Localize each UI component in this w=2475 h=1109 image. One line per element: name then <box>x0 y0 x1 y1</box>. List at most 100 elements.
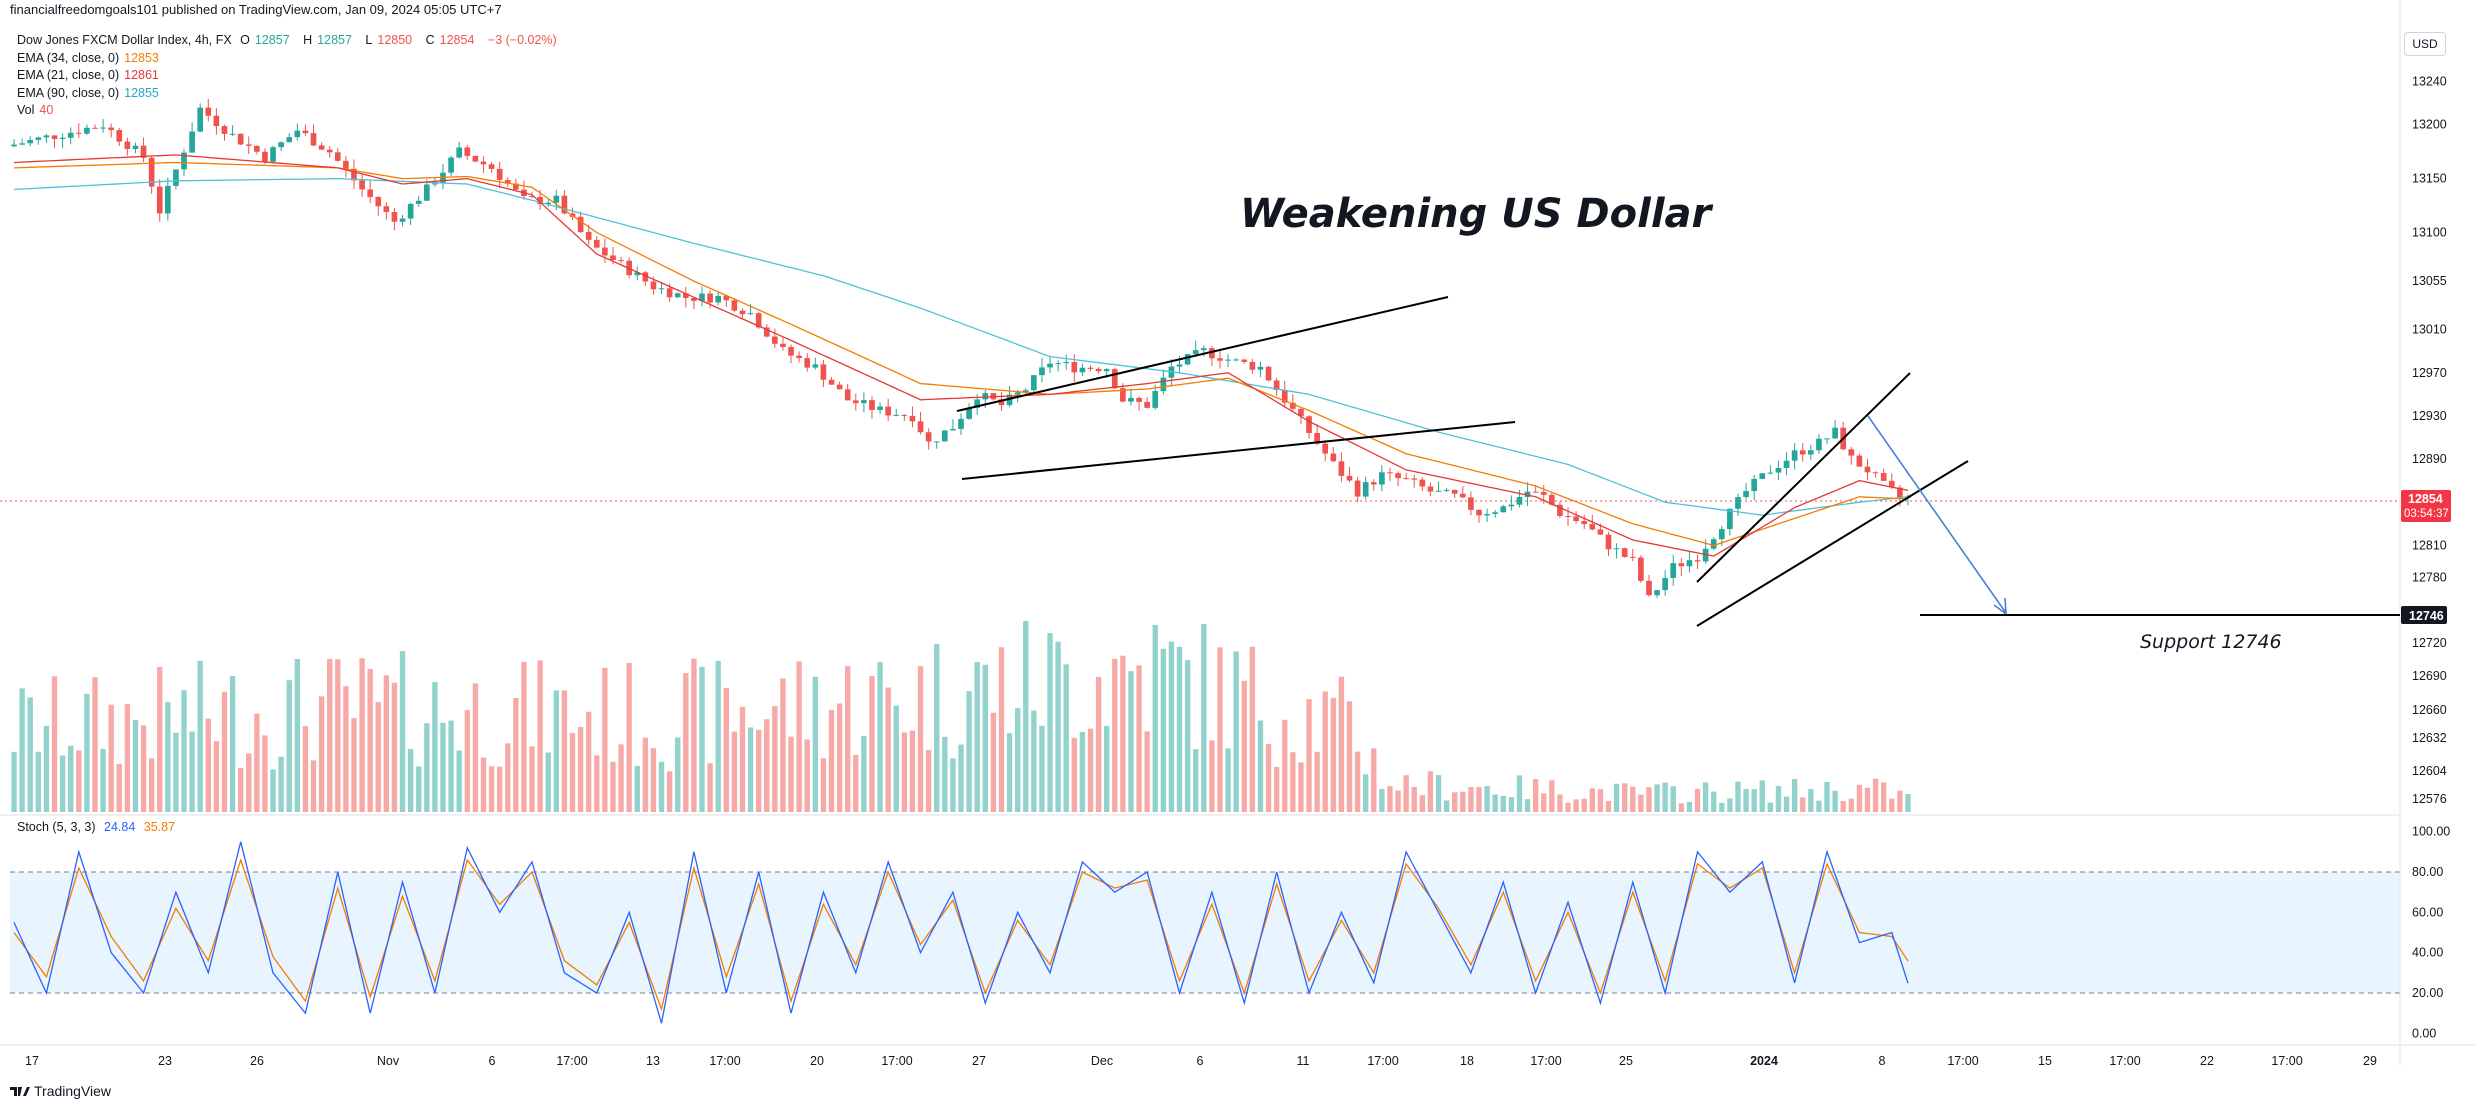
ema21-row[interactable]: EMA (21, close, 0) 12861 <box>17 68 159 82</box>
volume-bar <box>1484 786 1490 812</box>
ohlc-row: Dow Jones FXCM Dollar Index, 4h, FX O 128… <box>17 32 562 50</box>
volume-bar <box>472 683 479 812</box>
candle <box>189 131 195 153</box>
candle <box>593 239 600 248</box>
volume-bar <box>286 680 292 812</box>
volume-bar <box>221 691 228 812</box>
volume-bar <box>76 750 82 812</box>
volume-bar <box>205 718 211 812</box>
time-label: Dec <box>1091 1054 1113 1068</box>
volume-bar <box>1824 781 1830 812</box>
volume-bar <box>1055 641 1061 812</box>
candle <box>933 441 940 443</box>
candle <box>1500 506 1507 513</box>
candle <box>92 127 98 129</box>
candle <box>1014 392 1021 395</box>
candle <box>1209 348 1215 359</box>
tradingview-footer[interactable]: TradingView <box>10 1083 111 1099</box>
volume-bar <box>432 682 438 812</box>
volume-bar <box>1800 797 1806 812</box>
candle <box>124 141 131 150</box>
volume-bar <box>1152 624 1158 812</box>
candle <box>35 137 42 140</box>
volume-bar <box>683 673 689 812</box>
volume-bar <box>885 687 891 812</box>
volume-bar <box>1864 787 1871 812</box>
candle <box>1864 466 1871 473</box>
volume-bar <box>1557 794 1563 812</box>
candle <box>1120 388 1126 402</box>
candle <box>1087 367 1094 369</box>
candle <box>812 364 819 368</box>
volume-bar <box>537 660 543 812</box>
time-label: 20 <box>810 1054 824 1068</box>
candle <box>310 133 317 146</box>
high-label: H 12857 <box>303 33 352 47</box>
candle <box>610 255 616 261</box>
time-label: 26 <box>250 1054 264 1068</box>
volume-bar <box>545 752 551 812</box>
volume-bar <box>1128 671 1134 812</box>
candle <box>205 107 212 116</box>
candle <box>472 155 479 162</box>
time-label: 6 <box>489 1054 496 1068</box>
price-tick: 12970 <box>2412 366 2447 380</box>
countdown-value: 03:54:37 <box>2404 508 2449 520</box>
stoch-d-value: 35.87 <box>143 820 176 834</box>
stoch-tick: 60.00 <box>2412 905 2443 919</box>
candle <box>1370 482 1377 485</box>
ema90-row[interactable]: EMA (90, close, 0) 12855 <box>17 85 159 100</box>
candle <box>755 313 762 328</box>
volume-bar <box>715 660 721 812</box>
volume-bar <box>796 661 802 812</box>
candle <box>59 137 66 139</box>
volume-bar <box>1217 647 1223 812</box>
symbol-label[interactable]: Dow Jones FXCM Dollar Index, 4h, FX <box>17 33 232 47</box>
candle <box>553 195 560 203</box>
time-label: 25 <box>1619 1054 1633 1068</box>
candle <box>1006 394 1013 406</box>
candle <box>1540 491 1547 495</box>
open-label: O 12857 <box>240 33 290 47</box>
volume-bar <box>1087 728 1094 812</box>
volume-bar <box>1565 802 1571 812</box>
candle <box>1144 401 1150 408</box>
last-price-tag <box>2401 490 2451 522</box>
volume-bar <box>836 703 843 812</box>
candle <box>1379 472 1385 485</box>
vol-row[interactable]: Vol 40 <box>17 103 54 117</box>
candle <box>1217 358 1223 361</box>
ema34-row[interactable]: EMA (34, close, 0) 12853 <box>17 50 159 65</box>
candle <box>561 195 568 214</box>
stoch-legend[interactable]: Stoch (5, 3, 3) 24.84 35.87 <box>17 820 180 834</box>
channel-lower-line <box>961 421 1516 480</box>
candle <box>221 126 228 134</box>
annotation-support[interactable]: Support 12746 <box>2140 631 2282 653</box>
candle <box>1427 486 1434 492</box>
annotation-title[interactable]: Weakening US Dollar <box>1240 191 1714 237</box>
candle <box>1767 472 1774 474</box>
currency-button[interactable]: USD <box>2404 32 2446 56</box>
volume-bar <box>1783 796 1790 812</box>
volume-bar <box>1387 786 1393 812</box>
time-axis-layer: 17 23 26 Nov 6 17:00 13 17:00 20 17:00 27 Dec 6 11 17:… <box>25 1054 2377 1068</box>
volume-bar <box>1613 783 1620 812</box>
volume-bar <box>877 662 883 812</box>
volume-bar <box>1120 655 1126 812</box>
volume-bar <box>1492 794 1498 812</box>
time-label: 15 <box>2038 1054 2052 1068</box>
candle <box>229 133 236 135</box>
volume-bar <box>1241 680 1247 812</box>
candle <box>391 212 398 222</box>
candle <box>423 184 430 201</box>
volume-bar <box>302 726 309 812</box>
volume-bar <box>1006 733 1013 812</box>
volume-bar <box>1848 798 1854 812</box>
candle <box>658 288 665 290</box>
volume-bar <box>148 758 155 812</box>
close-value: 12854 <box>439 33 475 47</box>
volume-bar <box>1136 665 1142 812</box>
volume-bar <box>11 751 17 812</box>
volume-bar <box>1298 762 1304 812</box>
